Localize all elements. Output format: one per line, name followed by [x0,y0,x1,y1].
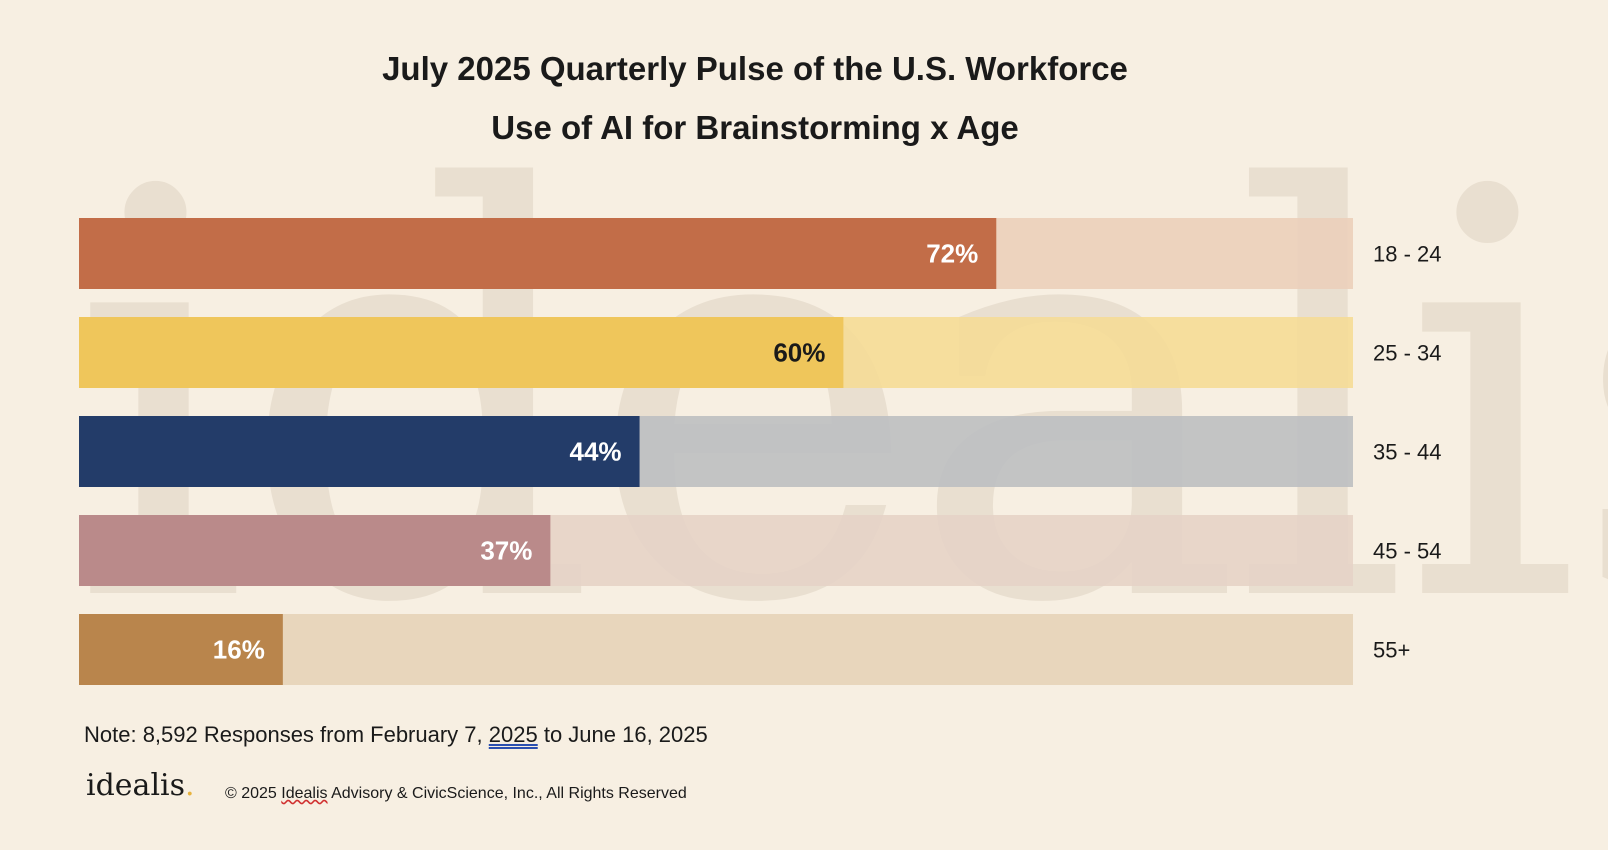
category-label-2: 35 - 44 [1373,440,1442,465]
note-suffix: to June 16, 2025 [537,722,708,747]
bar-value-label-3: 37% [480,536,532,566]
bar-track-4 [79,614,1353,685]
footnote: Note: 8,592 Responses from February 7, 2… [84,722,708,748]
bar-2 [79,416,640,487]
copyright-name: Idealis [281,785,328,802]
category-label-4: 55+ [1373,638,1410,663]
chart-subtitle: Use of AI for Brainstorming x Age [491,109,1019,146]
copyright-prefix: © 2025 [225,785,282,802]
note-prefix: Note: 8,592 Responses from February 7, [84,722,489,747]
copyright-suffix: Advisory & CivicScience, Inc., All Right… [327,785,687,802]
bar-1 [79,317,844,388]
category-label-3: 45 - 54 [1373,539,1442,564]
category-label-0: 18 - 24 [1373,242,1442,267]
idealis-logo: idealis. [86,768,195,803]
copyright: © 2025 Idealis Advisory & CivicScience, … [225,785,687,803]
logo-dot: . [185,768,195,803]
chart-title: July 2025 Quarterly Pulse of the U.S. Wo… [382,50,1128,87]
bar-value-label-0: 72% [926,239,978,269]
bar-3 [79,515,551,586]
bar-4 [79,614,283,685]
bar-value-label-2: 44% [570,437,622,467]
bar-value-label-1: 60% [773,338,825,368]
note-year: 2025 [488,722,538,747]
logo-text: idealis [86,768,186,803]
category-label-1: 25 - 34 [1373,341,1442,366]
bar-value-label-4: 16% [213,635,265,665]
bar-0 [79,218,997,289]
